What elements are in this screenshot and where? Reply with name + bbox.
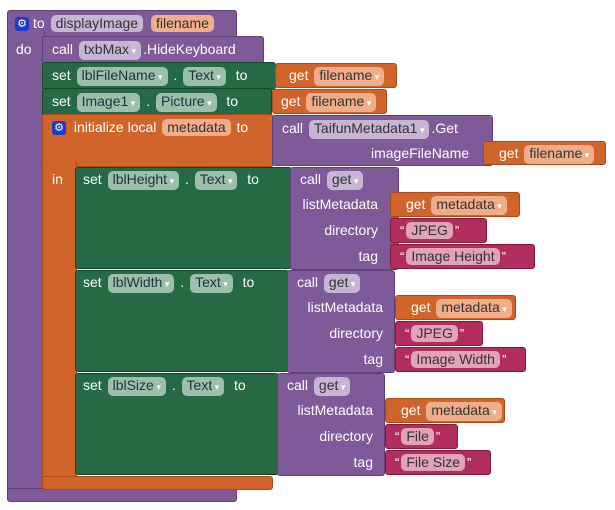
var-dropdown[interactable]: filename bbox=[306, 93, 377, 112]
set-label: set bbox=[52, 93, 71, 109]
procedure-body bbox=[7, 30, 45, 501]
component-dropdown[interactable]: lblFileName bbox=[76, 67, 168, 86]
dot: . bbox=[171, 377, 176, 393]
open-quote: “ bbox=[405, 352, 410, 367]
dot: . bbox=[184, 171, 189, 187]
close-quote: ” bbox=[501, 249, 506, 264]
get-label: get bbox=[411, 299, 431, 315]
initialize-local-block[interactable] bbox=[42, 114, 274, 167]
tag-text[interactable]: Image Height bbox=[406, 248, 500, 265]
arg-label: imageFileName bbox=[371, 145, 470, 161]
method-label: .HideKeyboard bbox=[143, 41, 236, 57]
open-quote: “ bbox=[405, 326, 410, 341]
component-dropdown[interactable]: txbMax bbox=[78, 41, 142, 60]
call-label: call bbox=[287, 377, 309, 393]
call-label: call bbox=[282, 120, 304, 136]
call-label: call bbox=[300, 171, 322, 187]
to-label: to bbox=[242, 274, 255, 290]
to-label: to bbox=[236, 119, 249, 135]
do-label: do bbox=[16, 41, 32, 57]
close-quote: ” bbox=[467, 455, 472, 470]
arg-directory: directory bbox=[329, 325, 383, 341]
dot: . bbox=[146, 93, 151, 109]
directory-text[interactable]: JPEG bbox=[406, 222, 453, 239]
component-dropdown[interactable]: lblWidth bbox=[107, 274, 175, 293]
get-label: get bbox=[499, 145, 519, 161]
method-label: .Get bbox=[431, 120, 458, 136]
component-dropdown[interactable]: TaifunMetadata1 bbox=[308, 120, 430, 139]
init-body bbox=[42, 160, 77, 489]
close-quote: ” bbox=[459, 326, 465, 341]
tag-text[interactable]: File Size bbox=[401, 454, 466, 471]
open-quote: “ bbox=[395, 429, 400, 444]
set-label: set bbox=[83, 171, 102, 187]
var-dropdown[interactable]: filename bbox=[314, 67, 385, 86]
var-dropdown[interactable]: metadata bbox=[426, 402, 502, 421]
var-dropdown[interactable]: metadata bbox=[431, 196, 507, 215]
get-label: get bbox=[289, 67, 309, 83]
set-label: set bbox=[83, 377, 102, 393]
arg-tag: tag bbox=[363, 351, 383, 367]
dot: . bbox=[180, 274, 185, 290]
component-dropdown[interactable]: lblSize bbox=[107, 377, 166, 396]
tag-text[interactable]: Image Width bbox=[411, 351, 500, 368]
param-filename[interactable]: filename bbox=[150, 15, 214, 32]
open-quote: “ bbox=[400, 223, 405, 238]
close-quote: ” bbox=[435, 429, 441, 444]
init-bottom bbox=[42, 476, 273, 490]
close-quote: ” bbox=[501, 352, 507, 367]
component-dropdown[interactable]: lblHeight bbox=[107, 171, 180, 190]
directory-text[interactable]: JPEG bbox=[411, 325, 458, 342]
call-label: call bbox=[52, 41, 74, 57]
init-label: initialize local bbox=[73, 119, 157, 135]
arg-tag: tag bbox=[353, 454, 373, 470]
property-dropdown[interactable]: Text bbox=[190, 274, 233, 293]
component-dropdown[interactable]: Image1 bbox=[76, 93, 141, 112]
procedure-header: ⚙ to displayImage filename bbox=[15, 14, 216, 32]
in-label: in bbox=[52, 171, 63, 187]
set-label: set bbox=[52, 67, 71, 83]
local-var-name[interactable]: metadata bbox=[162, 119, 231, 136]
arg-tag: tag bbox=[358, 248, 378, 264]
arg-directory: directory bbox=[324, 222, 378, 238]
open-quote: “ bbox=[400, 249, 405, 264]
procedure-bottom bbox=[7, 488, 237, 502]
close-quote: ” bbox=[454, 223, 460, 238]
method-dropdown[interactable]: get bbox=[323, 274, 361, 293]
gear-icon[interactable]: ⚙ bbox=[52, 121, 66, 136]
gear-icon[interactable]: ⚙ bbox=[15, 17, 29, 32]
get-label: get bbox=[281, 93, 301, 109]
to-label: to bbox=[226, 93, 239, 109]
property-dropdown[interactable]: Text bbox=[181, 377, 225, 396]
property-dropdown[interactable]: Text bbox=[194, 171, 238, 190]
procedure-name[interactable]: displayImage bbox=[50, 15, 144, 32]
arg-listmetadata: listMetadata bbox=[297, 402, 373, 418]
call-label: call bbox=[297, 274, 319, 290]
method-dropdown[interactable]: get bbox=[313, 377, 351, 396]
to-label: to bbox=[234, 377, 246, 393]
directory-text[interactable]: File bbox=[401, 428, 434, 445]
dot: . bbox=[173, 67, 178, 83]
to-label: to bbox=[235, 67, 248, 83]
to-label: to bbox=[247, 171, 259, 187]
open-quote: “ bbox=[395, 455, 400, 470]
property-dropdown[interactable]: Text bbox=[183, 67, 226, 86]
arg-listmetadata: listMetadata bbox=[307, 299, 383, 315]
set-label: set bbox=[83, 274, 102, 290]
var-dropdown[interactable]: metadata bbox=[436, 299, 512, 318]
arg-listmetadata: listMetadata bbox=[302, 196, 378, 212]
property-dropdown[interactable]: Picture bbox=[155, 93, 217, 112]
arg-directory: directory bbox=[319, 428, 373, 444]
get-label: get bbox=[401, 402, 421, 418]
var-dropdown[interactable]: filename bbox=[524, 145, 595, 164]
to-label: to bbox=[33, 15, 45, 31]
get-label: get bbox=[406, 196, 426, 212]
method-dropdown[interactable]: get bbox=[326, 171, 364, 190]
